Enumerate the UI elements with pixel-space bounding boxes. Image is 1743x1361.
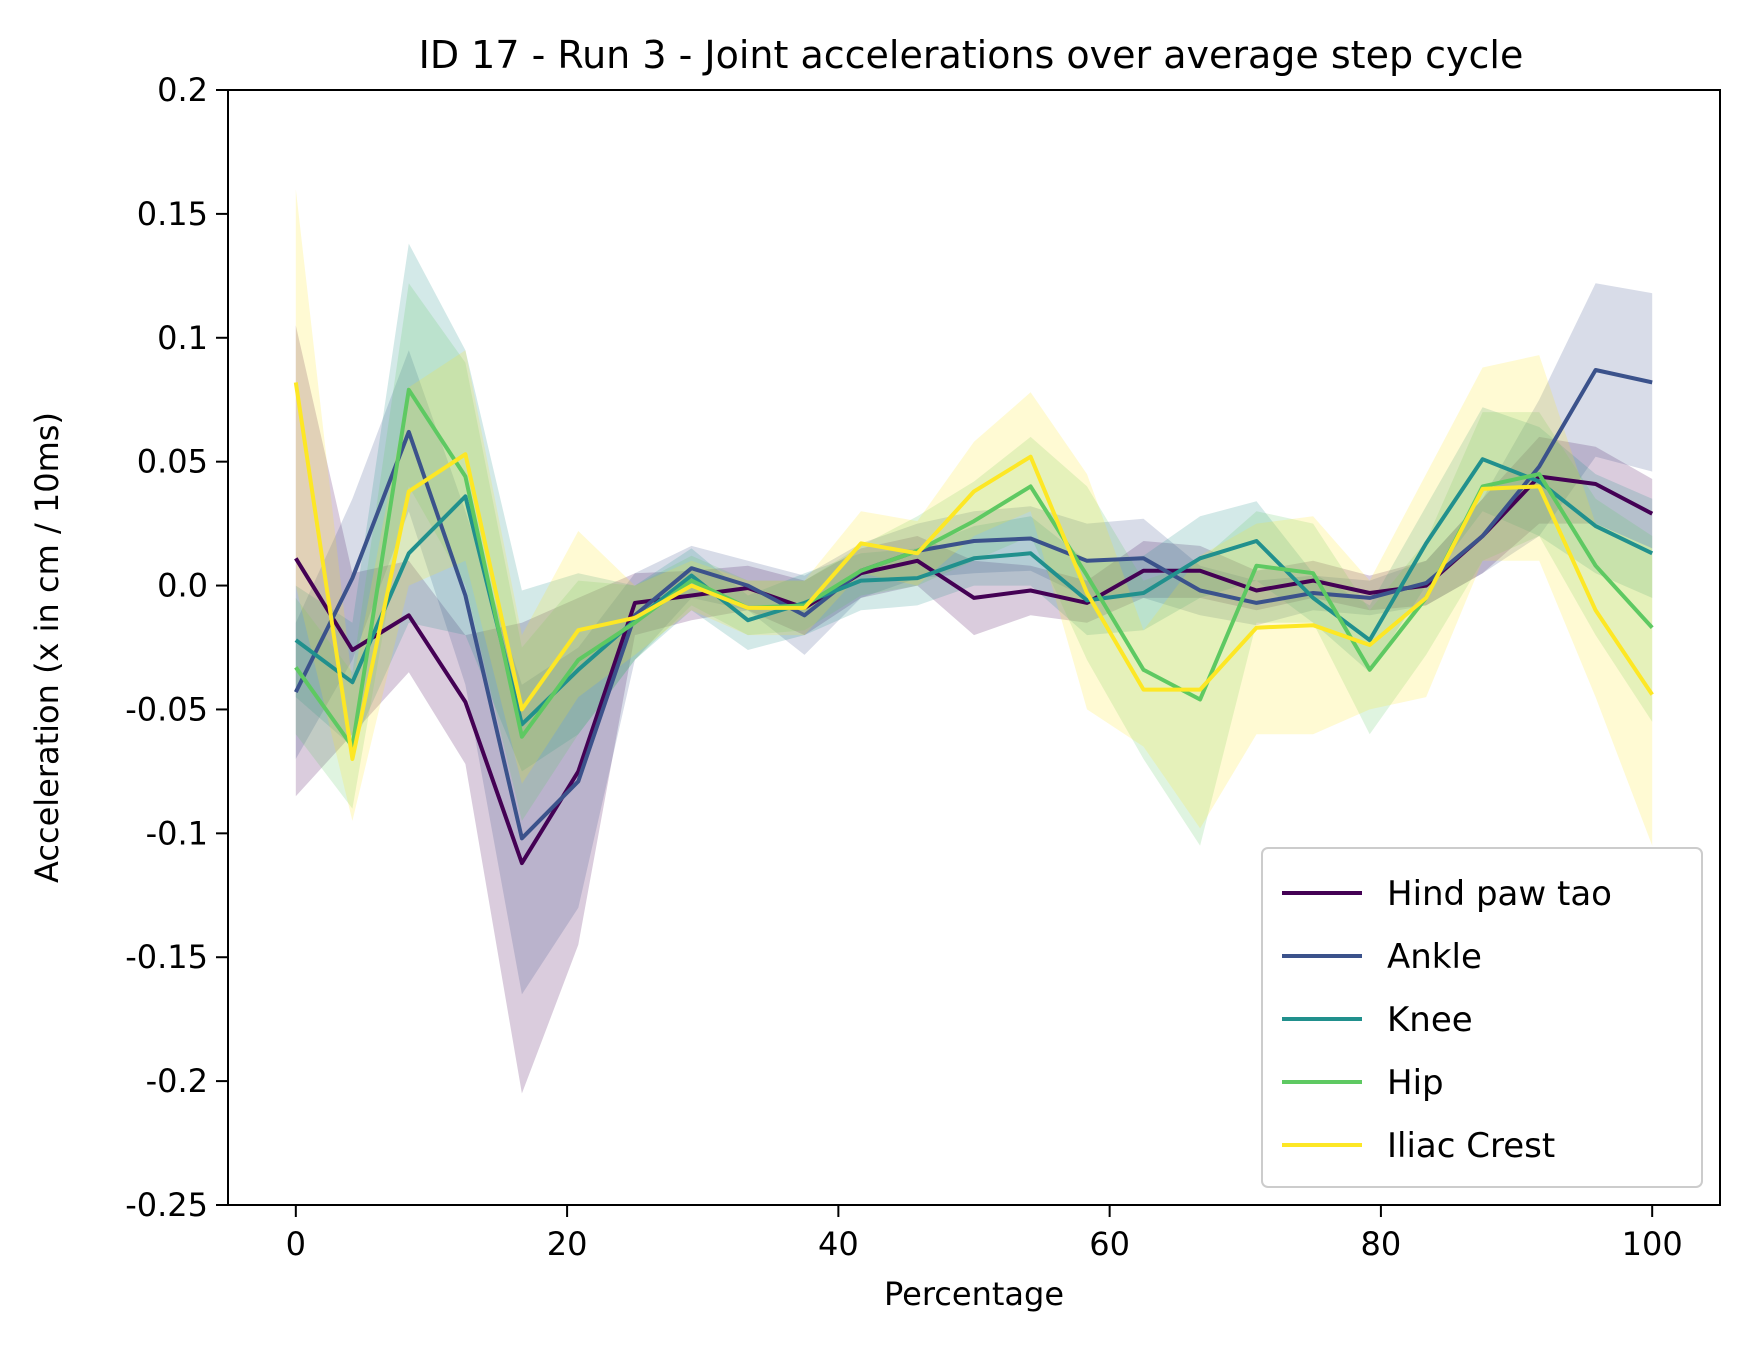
x-axis-label: Percentage: [884, 1275, 1064, 1313]
legend-item: Ankle: [1282, 937, 1482, 977]
legend-label: Hind paw tao: [1387, 874, 1612, 914]
y-tick-label: 0.0: [157, 567, 208, 605]
legend-item: Hind paw tao: [1282, 874, 1612, 914]
y-tick-label: 0.05: [137, 443, 208, 481]
x-tick-label: 80: [1361, 1225, 1402, 1263]
y-axis-label: Acceleration (x in cm / 10ms): [28, 412, 66, 883]
x-tick-label: 20: [547, 1225, 588, 1263]
x-axis-ticks: 0 20 40 60 80 100: [286, 1205, 1683, 1263]
legend-item: Knee: [1282, 1000, 1473, 1040]
x-tick-label: 100: [1622, 1225, 1683, 1263]
y-tick-label: 0.2: [157, 71, 208, 109]
y-tick-label: 0.15: [137, 195, 208, 233]
band-2: [295, 243, 1653, 772]
y-tick-label: -0.1: [146, 814, 208, 852]
plot-frame: [227, 89, 1721, 1206]
chart-title: ID 17 - Run 3 - Joint accelerations over…: [419, 33, 1524, 77]
legend-label: Hip: [1387, 1063, 1444, 1103]
legend-box: [1261, 847, 1703, 1188]
y-tick-label: -0.05: [125, 690, 208, 728]
series-line-2: [294, 457, 1654, 727]
x-tick-label: 0: [286, 1225, 306, 1263]
series-line-4: [293, 382, 1654, 761]
y-tick-label: -0.2: [146, 1062, 208, 1100]
series-line-0: [294, 474, 1654, 866]
y-tick-label: 0.1: [157, 319, 208, 357]
y-tick-label: -0.15: [125, 938, 208, 976]
y-axis-ticks: -0.25 -0.2 -0.15 -0.1 -0.05 0.0 0.05 0.1 0.15 0.2: [125, 71, 228, 1224]
legend: Hind paw tao Ankle Knee Hip Iliac Crest: [1261, 847, 1703, 1188]
legend-item: Iliac Crest: [1282, 1126, 1555, 1166]
series-lines: [293, 368, 1654, 866]
series-line-1: [294, 368, 1653, 841]
legend-label: Iliac Crest: [1387, 1126, 1555, 1166]
x-tick-label: 40: [818, 1225, 859, 1263]
band-3: [295, 283, 1653, 846]
legend-label: Ankle: [1387, 937, 1482, 977]
band-4: [295, 189, 1653, 846]
legend-item: Hip: [1282, 1063, 1444, 1103]
x-tick-label: 60: [1089, 1225, 1130, 1263]
legend-label: Knee: [1387, 1000, 1473, 1040]
confidence-bands: [295, 189, 1653, 1094]
y-tick-label: -0.25: [125, 1186, 208, 1224]
band-0: [295, 325, 1653, 1094]
